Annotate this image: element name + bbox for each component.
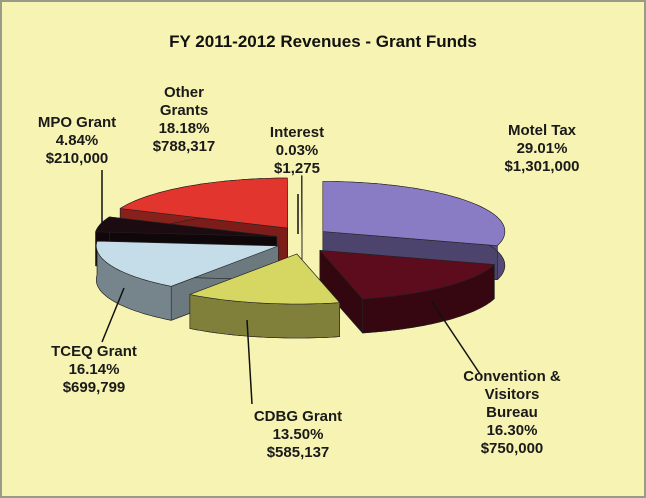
label-name: Other Grants xyxy=(159,84,209,119)
slice xyxy=(319,250,495,300)
data-label: Convention & Visitors Bureau 16.30% $750,0… xyxy=(457,368,567,458)
label-amount: $788,317 xyxy=(152,138,216,155)
label-percent: 0.03% xyxy=(275,142,319,159)
label-percent: 16.14% xyxy=(68,361,120,378)
data-label: CDBG Grant 13.50% $585,137 xyxy=(238,408,358,462)
label-percent: 29.01% xyxy=(516,140,568,157)
label-percent: 13.50% xyxy=(272,426,324,443)
leader-line xyxy=(246,319,253,405)
data-label: Other Grants 18.18% $788,317 xyxy=(149,84,219,156)
slice xyxy=(96,240,279,287)
slice xyxy=(322,181,506,246)
label-amount: $210,000 xyxy=(45,150,109,167)
slice xyxy=(95,216,278,237)
label-amount: $699,799 xyxy=(62,379,126,396)
data-label: TCEQ Grant 16.14% $699,799 xyxy=(34,343,154,397)
label-percent: 18.18% xyxy=(158,120,210,137)
data-label: MPO Grant 4.84% $210,000 xyxy=(17,114,137,168)
label-name: CDBG Grant xyxy=(253,408,343,425)
label-amount: $585,137 xyxy=(266,444,330,461)
leader-line xyxy=(431,301,481,375)
data-label: Interest 0.03% $1,275 xyxy=(252,124,342,178)
label-amount: $750,000 xyxy=(480,440,544,457)
label-percent: 4.84% xyxy=(55,132,99,149)
label-name: MPO Grant xyxy=(37,114,117,131)
label-percent: 16.30% xyxy=(486,422,538,439)
label-name: TCEQ Grant xyxy=(51,343,137,360)
label-name: Convention & Visitors Bureau xyxy=(463,368,561,421)
leader-line xyxy=(101,287,125,343)
label-name: Interest xyxy=(269,124,325,141)
label-name: Motel Tax xyxy=(507,122,577,139)
slice xyxy=(189,253,340,305)
label-amount: $1,301,000 xyxy=(504,158,580,175)
chart-title: FY 2011-2012 Revenues - Grant Funds xyxy=(169,32,477,51)
label-amount: $1,275 xyxy=(274,160,320,177)
data-label: Motel Tax 29.01% $1,301,000 xyxy=(482,122,602,176)
slice xyxy=(119,177,288,229)
